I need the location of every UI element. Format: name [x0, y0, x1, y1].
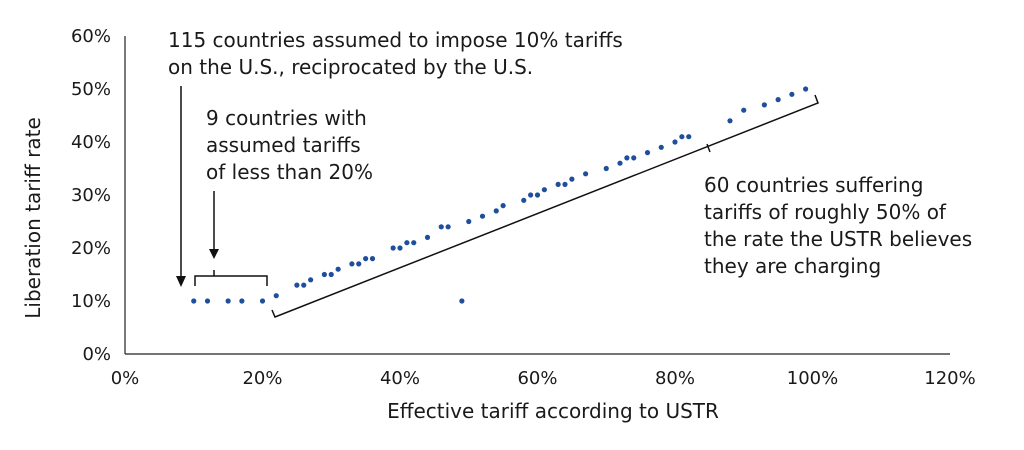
annotation-115-line1: 115 countries assumed to impose 10% tari… [168, 28, 623, 52]
annotation-9-line2: assumed tariffs [206, 133, 361, 157]
data-point [225, 298, 231, 304]
annotation-60-line2: tariffs of roughly 50% of [704, 200, 947, 224]
data-point [603, 165, 609, 172]
data-point [191, 298, 197, 304]
data-point [679, 134, 685, 140]
x-tick-label: 120% [924, 368, 975, 389]
data-point [761, 102, 767, 108]
data-point [369, 256, 376, 262]
annotation-9-line1: 9 countries with [206, 106, 367, 130]
annotation-60-line3: the rate the USTR believes [704, 227, 972, 251]
data-points [191, 86, 809, 304]
data-point [363, 256, 369, 262]
y-tick-label: 60% [71, 26, 111, 47]
annotation-60-line1: 60 countries suffering [704, 173, 923, 197]
data-point [493, 208, 499, 214]
data-point [356, 261, 362, 267]
data-point [562, 181, 568, 187]
data-point [555, 181, 561, 187]
y-tick-label: 20% [71, 238, 111, 259]
annotation-9-bracket [194, 270, 268, 286]
data-point [308, 277, 314, 283]
data-point [294, 282, 300, 288]
y-tick-label: 30% [71, 185, 111, 206]
x-tick-label: 80% [655, 368, 695, 389]
x-tick-labels: 0% 20% 40% 60% 80% 100% 120% [111, 368, 976, 389]
annotation-115-arrowhead [176, 276, 186, 287]
data-point [617, 160, 623, 166]
data-point [541, 187, 547, 193]
data-point [438, 224, 444, 230]
data-point [204, 298, 211, 304]
annotation-115-countries: 115 countries assumed to impose 10% tari… [168, 28, 623, 287]
x-tick-label: 0% [111, 368, 140, 389]
data-point [404, 240, 410, 246]
data-point [479, 213, 486, 219]
data-point [328, 271, 334, 278]
data-point [500, 203, 506, 209]
x-tick-label: 40% [380, 368, 420, 389]
annotation-60-countries: 60 countries suffering tariffs of roughl… [271, 94, 972, 318]
data-point [803, 86, 809, 92]
data-point [335, 266, 341, 272]
annotation-60-leader [706, 143, 711, 153]
data-point [727, 118, 733, 124]
data-point [789, 91, 795, 97]
data-point [321, 271, 327, 278]
data-point [631, 155, 637, 161]
y-tick-label: 50% [71, 79, 111, 100]
data-point [273, 293, 279, 299]
y-axis-title: Liberation tariff rate [21, 117, 45, 318]
data-point [534, 192, 541, 198]
data-point [259, 298, 266, 304]
data-point [686, 134, 692, 140]
y-tick-labels: 0% 10% 20% 30% 40% 50% 60% [71, 26, 111, 365]
annotation-60-line4: they are charging [704, 254, 881, 278]
data-point [349, 261, 355, 267]
y-tick-label: 10% [71, 291, 111, 312]
x-tick-label: 100% [787, 368, 838, 389]
data-point [644, 150, 651, 156]
data-point [583, 171, 589, 177]
data-point [775, 97, 781, 103]
y-tick-label: 40% [71, 132, 111, 153]
data-point [528, 192, 534, 198]
x-tick-label: 20% [242, 368, 282, 389]
y-tick-label: 0% [82, 344, 111, 365]
data-point [445, 224, 451, 230]
x-tick-label: 60% [517, 368, 557, 389]
data-point [239, 298, 245, 304]
annotation-9-line3: of less than 20% [206, 160, 373, 184]
annotation-9-arrowhead [209, 249, 219, 259]
data-point [672, 139, 678, 145]
x-axis-title: Effective tariff according to USTR [387, 399, 719, 423]
data-point [424, 234, 431, 240]
data-point [459, 298, 465, 304]
data-point [390, 245, 396, 251]
data-point [397, 245, 403, 251]
data-point [466, 218, 472, 225]
data-point [624, 155, 630, 161]
data-point [741, 107, 747, 113]
data-point [658, 144, 664, 150]
annotation-9-countries: 9 countries with assumed tariffs of less… [194, 106, 373, 286]
data-point [521, 197, 527, 203]
data-point [569, 176, 575, 182]
data-point [411, 240, 417, 246]
data-point [301, 282, 307, 288]
annotation-115-line2: on the U.S., reciprocated by the U.S. [168, 55, 533, 79]
annotation-60-trend-line [271, 94, 819, 318]
axes [124, 36, 950, 355]
